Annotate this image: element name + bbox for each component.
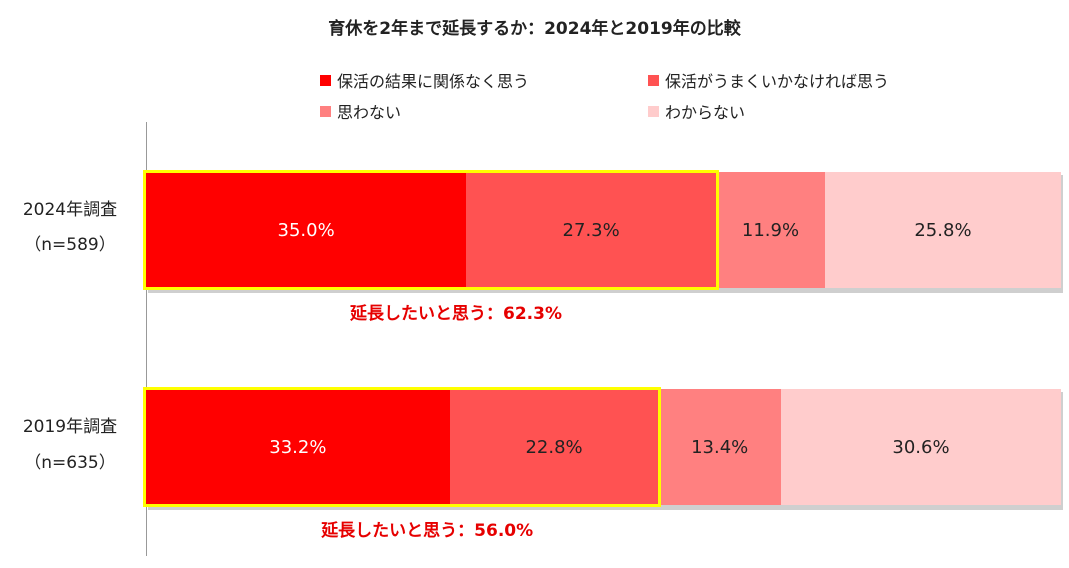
legend-swatch-3	[320, 105, 331, 117]
data-label: 33.2%	[269, 436, 327, 458]
bar-segment-2024-1: 35.0%	[146, 172, 467, 288]
data-label: 11.9%	[741, 219, 800, 241]
bar-segment-2019-4: 30.6%	[781, 389, 1061, 505]
legend-item-1: 保活の結果に関係なく思う	[320, 68, 529, 92]
category-label-2019: 2019年調査	[22, 417, 118, 437]
annotation-total: 延長したいと思う：56.0%	[321, 521, 534, 541]
bar-segment-2019-3: 13.4%	[658, 389, 781, 505]
legend-swatch-4	[648, 105, 659, 117]
legend-label-2: 保活がうまくいかなければ思う	[665, 72, 890, 91]
legend-item-4: わからない	[648, 99, 745, 123]
category-sublabel-2024: （n=589）	[24, 235, 116, 255]
bar-segment-2024-2: 27.3%	[466, 172, 717, 288]
highlight-box	[143, 387, 662, 507]
legend-label-3: 思わない	[337, 103, 402, 122]
legend-item-2: 保活がうまくいかなければ思う	[648, 68, 889, 92]
data-label: 25.8%	[914, 219, 972, 241]
legend-label-4: わからない	[665, 103, 746, 122]
data-label: 22.8%	[525, 436, 583, 458]
annotation-total: 延長したいと思う：62.3%	[350, 304, 562, 324]
chart-title: 育休を2年まで延長するか：2024年と2019年の比較	[328, 19, 741, 39]
legend-swatch-1	[320, 74, 331, 86]
legend-swatch-2	[648, 74, 659, 86]
category-axis-line	[146, 122, 147, 556]
legend-label-1: 保活の結果に関係なく思う	[337, 72, 530, 91]
highlight-box	[143, 170, 720, 290]
bar-segment-2019-2: 22.8%	[449, 389, 659, 505]
category-label-2024: 2024年調査	[22, 200, 118, 220]
data-label: 13.4%	[691, 436, 749, 458]
data-label: 30.6%	[892, 436, 950, 458]
bar-segment-2019-1: 33.2%	[146, 389, 450, 505]
data-label: 35.0%	[277, 219, 335, 241]
data-label: 27.3%	[562, 219, 620, 241]
bar-segment-2024-3: 11.9%	[716, 172, 825, 288]
bar-segment-2024-4: 25.8%	[824, 172, 1061, 288]
legend-item-3: 思わない	[320, 99, 401, 123]
category-sublabel-2019: （n=635）	[24, 453, 116, 473]
